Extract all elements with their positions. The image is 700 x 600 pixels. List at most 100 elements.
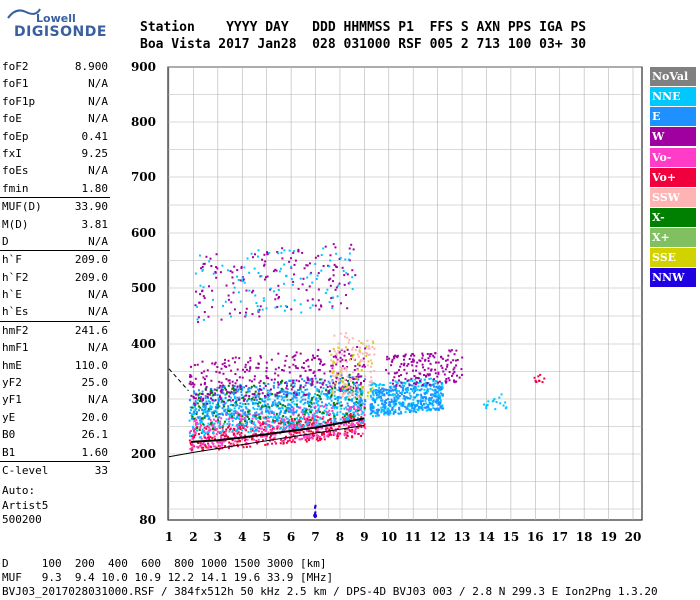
echo-point: [308, 392, 311, 395]
echo-point: [201, 430, 204, 433]
echo-point: [257, 420, 260, 423]
echo-point: [194, 272, 197, 275]
echo-point: [320, 431, 323, 434]
echo-point: [233, 429, 236, 432]
echo-point: [203, 443, 206, 446]
echo-point: [284, 421, 287, 424]
echo-point: [256, 305, 259, 308]
param-row: MUF(D) 33.90: [2, 198, 108, 215]
echo-point: [278, 395, 281, 398]
echo-point: [275, 269, 278, 272]
echo-point: [288, 379, 291, 382]
echo-point: [359, 360, 362, 363]
echo-point: [294, 365, 297, 368]
echo-point: [196, 363, 199, 366]
echo-point: [249, 366, 252, 369]
echo-point: [354, 427, 357, 430]
echo-point: [437, 408, 440, 411]
echo-point: [316, 381, 319, 384]
echo-point: [345, 387, 348, 390]
echo-point: [432, 399, 435, 402]
echo-point: [320, 437, 323, 440]
echo-point: [201, 408, 204, 411]
echo-point: [355, 421, 358, 424]
echo-point: [332, 347, 335, 350]
param-row: fxI 9.25: [2, 145, 108, 162]
echo-point: [203, 416, 206, 419]
echo-point: [317, 422, 320, 425]
echo-point: [405, 389, 408, 392]
echo-point: [236, 440, 239, 443]
echo-point: [245, 445, 248, 448]
echo-point: [357, 376, 360, 379]
echo-point: [400, 412, 403, 415]
echo-point: [397, 379, 400, 382]
echo-point: [351, 387, 354, 390]
y-tick-label: 400: [131, 337, 156, 351]
echo-point: [202, 318, 205, 321]
echo-point: [217, 405, 220, 408]
echo-point: [332, 412, 335, 415]
echo-point: [375, 408, 378, 411]
echo-point: [193, 417, 196, 420]
echo-point: [361, 389, 364, 392]
echo-point: [279, 305, 282, 308]
echo-point: [316, 389, 319, 392]
echo-point: [291, 420, 294, 423]
echo-point: [360, 341, 363, 344]
echo-point: [381, 406, 384, 409]
echo-point: [274, 306, 277, 309]
echo-point: [236, 412, 239, 415]
echo-point: [310, 384, 313, 387]
echo-point: [228, 410, 231, 413]
legend-item-noval: NoVal: [650, 67, 696, 86]
echo-point: [328, 278, 331, 281]
echo-point: [345, 346, 348, 349]
echo-point: [284, 438, 287, 441]
echo-point: [498, 396, 501, 399]
echo-point: [328, 301, 331, 304]
echo-point: [217, 416, 220, 419]
echo-point: [273, 415, 276, 418]
echo-point: [327, 380, 330, 383]
echo-point: [417, 377, 420, 380]
echo-point: [209, 445, 212, 448]
echo-point: [350, 409, 353, 412]
echo-point: [344, 383, 347, 386]
echo-point: [485, 405, 488, 408]
echo-point: [257, 362, 260, 365]
echo-point: [321, 382, 324, 385]
echo-point: [392, 410, 395, 413]
echo-point: [232, 291, 235, 294]
echo-point: [197, 405, 200, 408]
footer: D 100 200 400 600 800 1000 1500 3000 [km…: [2, 557, 658, 599]
echo-point: [198, 400, 201, 403]
echo-point: [389, 387, 392, 390]
y-tick-label: 300: [131, 392, 156, 406]
echo-point: [214, 420, 217, 423]
echo-point: [380, 391, 383, 394]
echo-point: [420, 388, 423, 391]
echo-point: [358, 408, 361, 411]
echo-point: [331, 374, 334, 377]
echo-point: [421, 396, 424, 399]
echo-point: [188, 432, 191, 435]
echo-point: [247, 402, 250, 405]
echo-point: [273, 440, 276, 443]
echo-point: [328, 431, 331, 434]
echo-point: [263, 263, 266, 266]
echo-point: [287, 404, 290, 407]
echo-point: [430, 369, 433, 372]
echo-point: [276, 305, 279, 308]
echo-point: [238, 417, 241, 420]
echo-point: [269, 410, 272, 413]
echo-point: [356, 385, 359, 388]
echo-point: [377, 404, 380, 407]
echo-point: [442, 370, 445, 373]
echo-point: [244, 415, 247, 418]
echo-point: [285, 409, 288, 412]
echo-point: [460, 368, 463, 371]
echo-point: [401, 389, 404, 392]
echo-point: [203, 378, 206, 381]
echo-point: [295, 391, 298, 394]
